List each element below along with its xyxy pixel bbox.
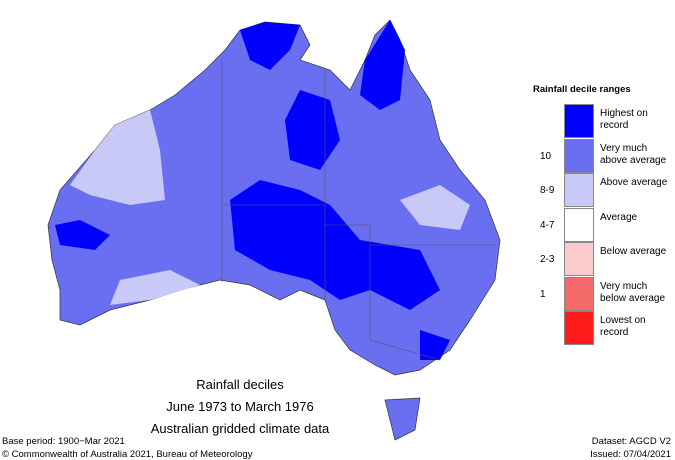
- decile-label: 8-9: [540, 185, 555, 196]
- dark-region: [360, 20, 405, 110]
- dark-region: [285, 90, 340, 170]
- map: [47, 19, 501, 441]
- footer-text: Issued: 07/04/2021: [590, 449, 671, 460]
- legend-swatch: [564, 311, 594, 345]
- legend-label: Above average: [600, 177, 668, 188]
- legend-swatch: [564, 138, 594, 173]
- decile-label: 4-7: [540, 219, 555, 231]
- legend-label: Very much below average: [600, 280, 666, 304]
- legend-label: Very much above average: [600, 142, 667, 166]
- decile-label: 2-3: [540, 254, 555, 265]
- light-region: [70, 110, 165, 205]
- dark-region: [240, 22, 300, 70]
- caption: Rainfall deciles: [196, 377, 284, 392]
- legend-title: Rainfall decile ranges: [533, 84, 631, 95]
- legend-label: Lowest on record: [600, 315, 646, 338]
- legend-label: Average: [600, 211, 638, 223]
- decile-label: 10: [540, 150, 552, 162]
- footer-text: Base period: 1900−Mar 2021: [2, 436, 125, 447]
- legend-swatch: [564, 242, 594, 276]
- legend-swatch: [564, 104, 594, 138]
- legend-label: Highest on record: [600, 108, 648, 131]
- dark-region: [230, 180, 440, 310]
- dark-region: [420, 330, 450, 360]
- footer-text: © Commonwealth of Australia 2021, Bureau…: [2, 449, 253, 460]
- dark-region: [55, 220, 110, 250]
- legend-swatch: [564, 207, 594, 242]
- decile-label: 1: [540, 288, 546, 300]
- footer-text: Dataset: AGCD V2: [591, 436, 671, 447]
- legend-swatch: [564, 173, 594, 207]
- caption: Australian gridded climate data: [150, 421, 330, 436]
- caption: June 1973 to March 1976: [166, 399, 314, 414]
- tasmania: [384, 397, 421, 441]
- state-borders: [221, 60, 495, 361]
- light-region: [400, 185, 470, 230]
- legend-swatch: [564, 276, 594, 311]
- light-region: [110, 270, 200, 305]
- legend-label: Below average: [600, 246, 667, 257]
